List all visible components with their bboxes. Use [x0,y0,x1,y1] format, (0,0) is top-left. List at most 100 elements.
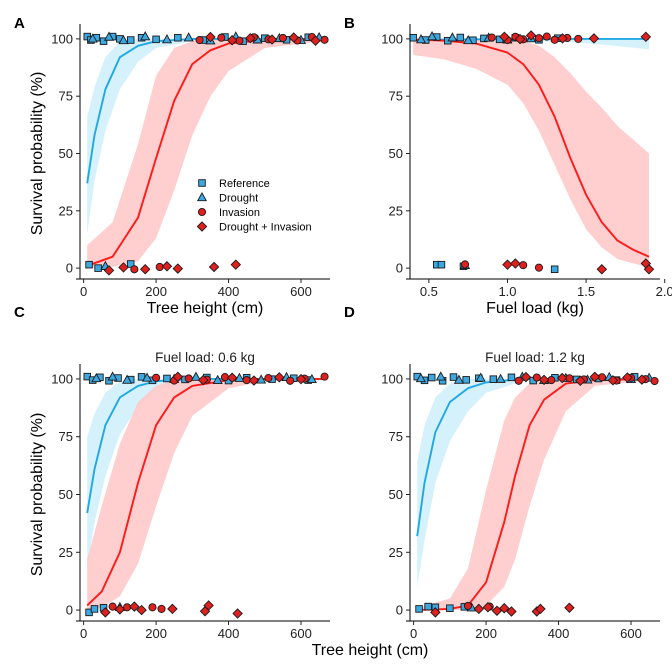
panel-subtitle: Fuel load: 1.2 kg [485,350,585,365]
data-point [525,30,537,41]
data-point [446,604,454,612]
data-point [557,33,568,44]
data-point [489,375,498,383]
data-point [506,606,517,617]
data-point [449,373,458,381]
y-tick-label: 25 [389,203,403,218]
data-point [278,33,287,43]
data-point [575,375,586,387]
data-point [463,34,474,45]
panel-c: C Fuel load: 0.6 kg 0 25 50 75 100 0 200 400 600 Su… [14,304,330,641]
x-axis-title: Fuel load (kg) [486,300,584,317]
data-point [622,372,633,383]
data-point [226,372,238,384]
x-tick-label: 200 [145,626,167,641]
legend-label: Drought [219,193,258,205]
data-point [453,374,464,384]
data-point [152,35,160,44]
confidence-band [417,378,653,611]
data-point [519,261,528,270]
data-point [85,260,93,269]
y-tick-label: 50 [389,487,403,502]
y-tick-label: 75 [389,429,403,444]
data-point [90,605,99,613]
confidence-band [87,38,323,269]
panel-a: A 0 25 50 75 100 0 200 400 600 Tree height (cm) Sur… [14,15,330,317]
data-point [320,35,329,44]
data-point [564,602,575,613]
y-tick-label: 50 [59,487,73,502]
x-tick-label: 0 [80,284,87,299]
data-point [507,373,516,382]
data-point [636,374,648,385]
data-point [248,375,260,386]
x-axis-title: Tree height (cm) [147,300,264,317]
y-tick-label: 100 [51,371,73,386]
data-point [190,371,202,381]
y-tick-label: 100 [51,31,73,46]
y-tick-label: 25 [59,203,73,218]
data-point [157,604,166,613]
data-point [234,372,245,382]
data-point [126,36,135,44]
data-point [91,372,102,383]
triangle-icon [196,191,208,202]
panel-letter: D [344,304,355,321]
data-point [487,33,496,42]
data-point [122,374,133,384]
x-tick-label: 200 [475,626,497,641]
data-point [437,260,446,269]
x-tick-label: 0 [80,626,87,641]
confidence-band [417,378,653,587]
data-point [161,34,173,44]
data-point [295,373,307,385]
y-tick-label: 75 [389,89,403,104]
data-point [462,376,470,384]
data-point [148,603,157,612]
data-point [482,602,494,613]
circle-icon [197,207,207,217]
data-point [430,607,441,618]
data-point [183,32,194,42]
x-tick-label: 1.0 [498,284,516,299]
data-point [473,603,485,615]
data-point [118,262,129,273]
data-point [163,374,171,383]
panel-subtitle: Fuel load: 0.6 kg [155,350,255,365]
data-point [141,372,153,382]
data-point [172,263,184,274]
data-point [475,372,486,382]
data-point [574,34,583,43]
panel-letter: A [14,15,25,32]
data-point [495,373,506,383]
data-point [435,371,446,381]
data-point [286,376,295,385]
data-point [556,372,568,384]
y-tick-label: 0 [396,603,403,618]
data-point [320,372,329,381]
x-tick-label: 2.0 [656,284,672,299]
y-tick-label: 0 [396,261,403,276]
confidence-band [87,378,323,611]
x-tick-label: 600 [290,284,312,299]
data-point [456,33,465,42]
panel-b: B 0 25 50 75 100 0.5 1.0 1.5 2.0 Fuel load (kg) [344,15,672,317]
data-point [174,33,182,42]
y-tick-label: 75 [59,89,73,104]
data-point [161,261,173,272]
data-point [94,264,102,272]
data-point [415,34,427,44]
x-tick-label: 1.5 [577,284,595,299]
confidence-band [87,38,323,234]
data-point [532,373,541,382]
data-point [126,260,135,268]
data-point [288,32,300,43]
x-tick-label: 400 [218,626,240,641]
legend-item: Drought + Invasion [196,221,312,234]
x-tick-label: 0.5 [420,284,438,299]
data-point [310,35,321,46]
legend: Reference Drought Invasion Drought + Invasi… [196,178,312,234]
data-point [415,605,423,613]
data-point [463,601,473,610]
